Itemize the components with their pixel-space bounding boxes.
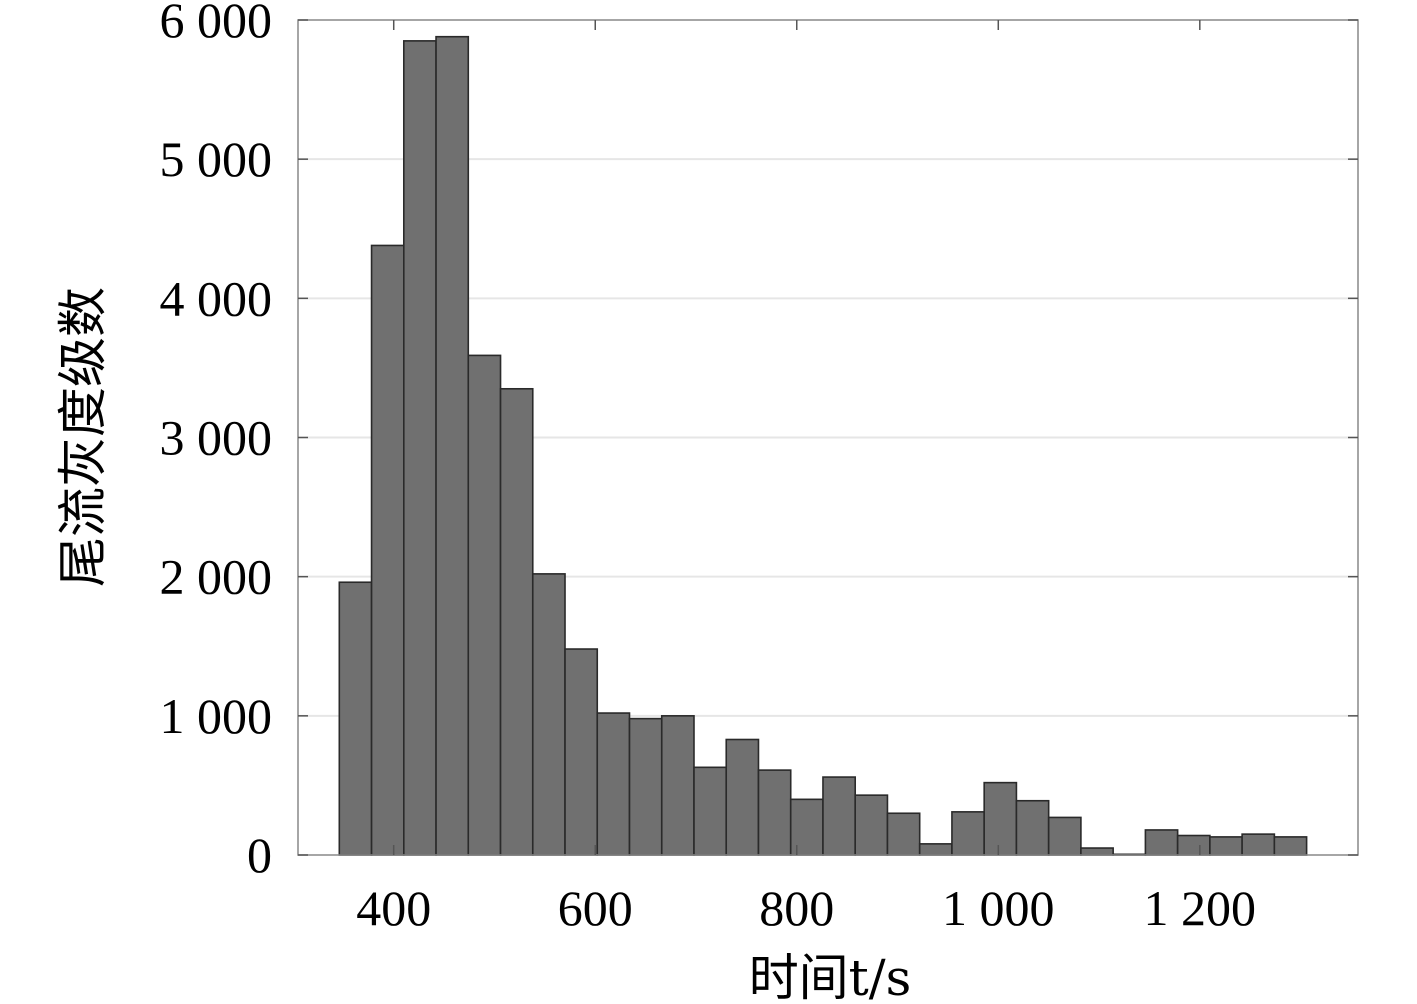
histogram-bar-25 — [1144, 829, 1179, 856]
x-tick-label-3: 1 000 — [942, 880, 1055, 936]
histogram-bar-23 — [1080, 847, 1114, 856]
histogram-bar-1 — [370, 244, 405, 856]
histogram-bar-0 — [338, 581, 373, 856]
y-tick-labels: 0 1 000 2 000 3 000 4 000 5 000 6 000 — [160, 0, 273, 883]
x-tick-label-4: 1 200 — [1144, 880, 1257, 936]
histogram-bar-4 — [467, 354, 502, 856]
histogram-bar-26 — [1176, 834, 1211, 856]
histogram-bar-7 — [564, 648, 599, 856]
x-tick-label-0: 400 — [356, 880, 431, 936]
histogram-bar-28 — [1241, 833, 1276, 856]
y-tick-label-1: 1 000 — [160, 688, 273, 744]
histogram-bar-21 — [1015, 799, 1050, 856]
histogram-bar-13 — [757, 769, 792, 856]
histogram-bar-16 — [854, 794, 889, 856]
histogram-bars — [338, 35, 1308, 856]
x-axis-title: 时间t/s — [749, 949, 912, 1004]
histogram-bar-17 — [886, 812, 921, 856]
histogram-bar-19 — [951, 811, 985, 856]
histogram-bar-3 — [435, 35, 470, 856]
histogram-bar-14 — [789, 798, 824, 856]
histogram-bar-9 — [628, 717, 663, 856]
histogram-bar-27 — [1209, 836, 1243, 856]
histogram-bar-5 — [499, 387, 534, 856]
x-tick-label-1: 600 — [558, 880, 633, 936]
x-tick-label-2: 800 — [759, 880, 834, 936]
y-axis-title: 尾流灰度级数 — [54, 287, 112, 587]
y-tick-label-6: 6 000 — [160, 0, 273, 48]
histogram-bar-15 — [822, 776, 857, 856]
histogram-bar-18 — [918, 843, 953, 856]
y-tick-label-5: 5 000 — [160, 131, 273, 187]
y-tick-label-4: 4 000 — [160, 270, 273, 326]
y-tick-label-2: 2 000 — [160, 549, 273, 605]
histogram-bar-11 — [693, 766, 728, 856]
x-tick-labels: 400 600 800 1 000 1 200 — [356, 880, 1256, 936]
histogram-bar-12 — [725, 738, 760, 856]
axis-ticks — [298, 19, 1358, 856]
histogram-bar-10 — [660, 715, 695, 856]
y-tick-label-0: 0 — [247, 827, 272, 883]
histogram-bar-8 — [596, 712, 631, 856]
histogram-bar-6 — [531, 573, 566, 856]
histogram-bar-22 — [1047, 816, 1082, 856]
histogram-bar-2 — [402, 40, 437, 856]
y-tick-label-3: 3 000 — [160, 410, 273, 466]
histogram-bar-20 — [983, 781, 1018, 856]
histogram-bar-29 — [1273, 836, 1308, 856]
